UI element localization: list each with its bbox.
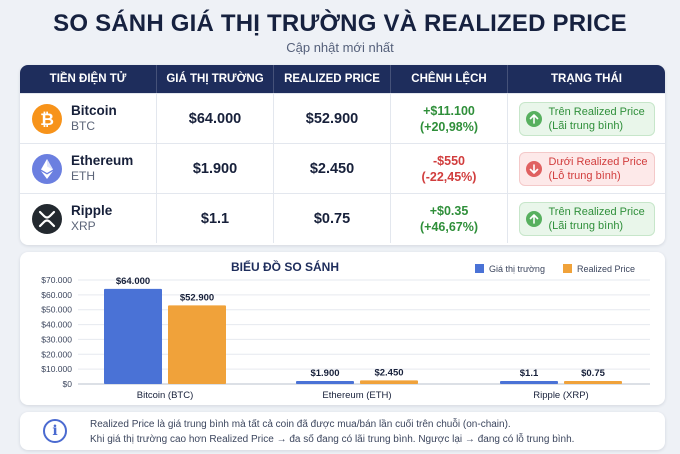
- info-line-1: Realized Price là giá trung bình mà tất …: [90, 419, 511, 430]
- coin-cell: ₿ Bitcoin BTC: [20, 94, 157, 143]
- difference-absolute: -$550: [433, 153, 465, 168]
- y-tick-label: $60.000: [41, 290, 72, 300]
- y-tick-label: $50.000: [41, 305, 72, 315]
- table-row: Ripple XRP $1.1 $0.75 +$0.35 (+46,67%) T…: [20, 193, 665, 243]
- coin-symbol: ETH: [71, 169, 95, 183]
- info-line-2: Khi giá thị trường cao hơn Realized Pric…: [90, 434, 575, 445]
- table-row: ₿ Bitcoin BTC $64.000 $52.900 +$11.100 (…: [20, 93, 665, 143]
- table-row: Ethereum ETH $1.900 $2.450 -$550 (-22,45…: [20, 143, 665, 193]
- bar: [360, 380, 418, 384]
- bar: [296, 381, 354, 384]
- difference-percent: (+46,67%): [419, 219, 479, 234]
- coin-symbol: BTC: [71, 119, 95, 133]
- market-price: $1.1: [200, 210, 230, 227]
- price-difference: +$0.35 (+46,67%): [420, 203, 478, 235]
- header-difference: CHÊNH LỆCH: [391, 65, 508, 93]
- y-tick-label: $40.000: [41, 320, 72, 330]
- status-note: (Lãi trung bình): [548, 219, 624, 232]
- price-difference: -$550 (-22,45%): [422, 153, 477, 185]
- status-badge: Trên Realized Price (Lãi trung bình): [518, 101, 655, 136]
- difference-percent: (+20,98%): [419, 119, 479, 134]
- comparison-chart-card: BIỂU ĐỒ SO SÁNH Giá thị trường Realized Pr…: [20, 252, 665, 405]
- market-price: $64.000: [188, 110, 242, 127]
- status-label: Dưới Realized Price: [548, 155, 648, 168]
- legend-label: Realized Price: [577, 264, 635, 274]
- bar: [104, 288, 162, 384]
- ethereum-icon: [32, 153, 62, 184]
- coin-name: Bitcoin: [71, 103, 117, 118]
- data-label: $1.900: [310, 368, 339, 379]
- data-label: $52.900: [180, 292, 214, 303]
- info-icon: i: [43, 419, 67, 443]
- coin-cell: Ripple XRP: [20, 194, 157, 243]
- price-difference: +$11.100 (+20,98%): [420, 103, 478, 135]
- header-coin: TIỀN ĐIỆN TỬ: [20, 65, 157, 93]
- status-note: (Lãi trung bình): [548, 119, 624, 132]
- y-tick-label: $70.000: [41, 275, 72, 285]
- legend-swatch: [475, 264, 484, 273]
- y-tick-label: $10.000: [41, 364, 72, 374]
- legend-swatch: [563, 264, 572, 273]
- coin-symbol: XRP: [71, 219, 96, 233]
- page-subtitle: Cập nhật mới nhất: [286, 40, 394, 55]
- coin-cell: Ethereum ETH: [20, 144, 157, 193]
- difference-absolute: +$0.35: [429, 203, 469, 218]
- data-label: $2.450: [374, 367, 403, 378]
- status-badge: Trên Realized Price (Lãi trung bình): [518, 201, 655, 236]
- market-price: $1.900: [192, 160, 238, 177]
- y-tick-label: $0: [63, 379, 73, 389]
- x-tick-label: Ethereum (ETH): [322, 390, 391, 401]
- status-note: (Lỗ trung bình): [548, 169, 621, 182]
- header-market-price: GIÁ THỊ TRƯỜNG: [157, 65, 274, 93]
- data-label: $0.75: [581, 368, 605, 379]
- arrow-up-icon: [525, 210, 542, 227]
- comparison-table: TIỀN ĐIỆN TỬ GIÁ THỊ TRƯỜNG REALIZED PRI…: [20, 65, 665, 245]
- arrow-up-icon: [525, 110, 542, 127]
- difference-percent: (-22,45%): [421, 169, 477, 184]
- y-tick-label: $20.000: [41, 349, 72, 359]
- realized-price: $2.450: [309, 160, 355, 177]
- bar-chart: BIỂU ĐỒ SO SÁNH Giá thị trường Realized Pr…: [41, 259, 650, 401]
- data-label: $64.000: [116, 276, 150, 287]
- status-label: Trên Realized Price: [548, 105, 645, 118]
- x-tick-label: Ripple (XRP): [533, 390, 588, 401]
- header-status: TRẠNG THÁI: [551, 73, 622, 85]
- legend-label: Giá thị trường: [489, 264, 545, 274]
- data-label: $1.1: [520, 368, 539, 379]
- status-label: Trên Realized Price: [548, 205, 645, 218]
- realized-price: $52.900: [305, 110, 359, 127]
- status-badge: Dưới Realized Price (Lỗ trung bình): [518, 151, 655, 186]
- y-tick-label: $30.000: [41, 334, 72, 344]
- page-title: SO SÁNH GIÁ THỊ TRƯỜNG VÀ REALIZED PRICE: [53, 10, 627, 37]
- svg-text:₿: ₿: [40, 110, 54, 130]
- realized-price: $0.75: [313, 210, 351, 227]
- difference-absolute: +$11.100: [423, 103, 475, 118]
- table-header: TIỀN ĐIỆN TỬ GIÁ THỊ TRƯỜNG REALIZED PRI…: [20, 65, 665, 93]
- ripple-icon: [32, 203, 62, 234]
- bar: [500, 381, 558, 384]
- chart-title: BIỂU ĐỒ SO SÁNH: [231, 259, 339, 274]
- info-note: i Realized Price là giá trung bình mà tấ…: [20, 412, 665, 450]
- bar: [168, 305, 226, 384]
- x-tick-label: Bitcoin (BTC): [137, 390, 193, 401]
- coin-name: Ethereum: [71, 153, 134, 168]
- bar: [564, 381, 622, 384]
- coin-name: Ripple: [71, 203, 113, 218]
- bitcoin-icon: ₿: [32, 103, 62, 134]
- header-realized-price: REALIZED PRICE: [274, 65, 391, 93]
- arrow-down-icon: [525, 160, 542, 177]
